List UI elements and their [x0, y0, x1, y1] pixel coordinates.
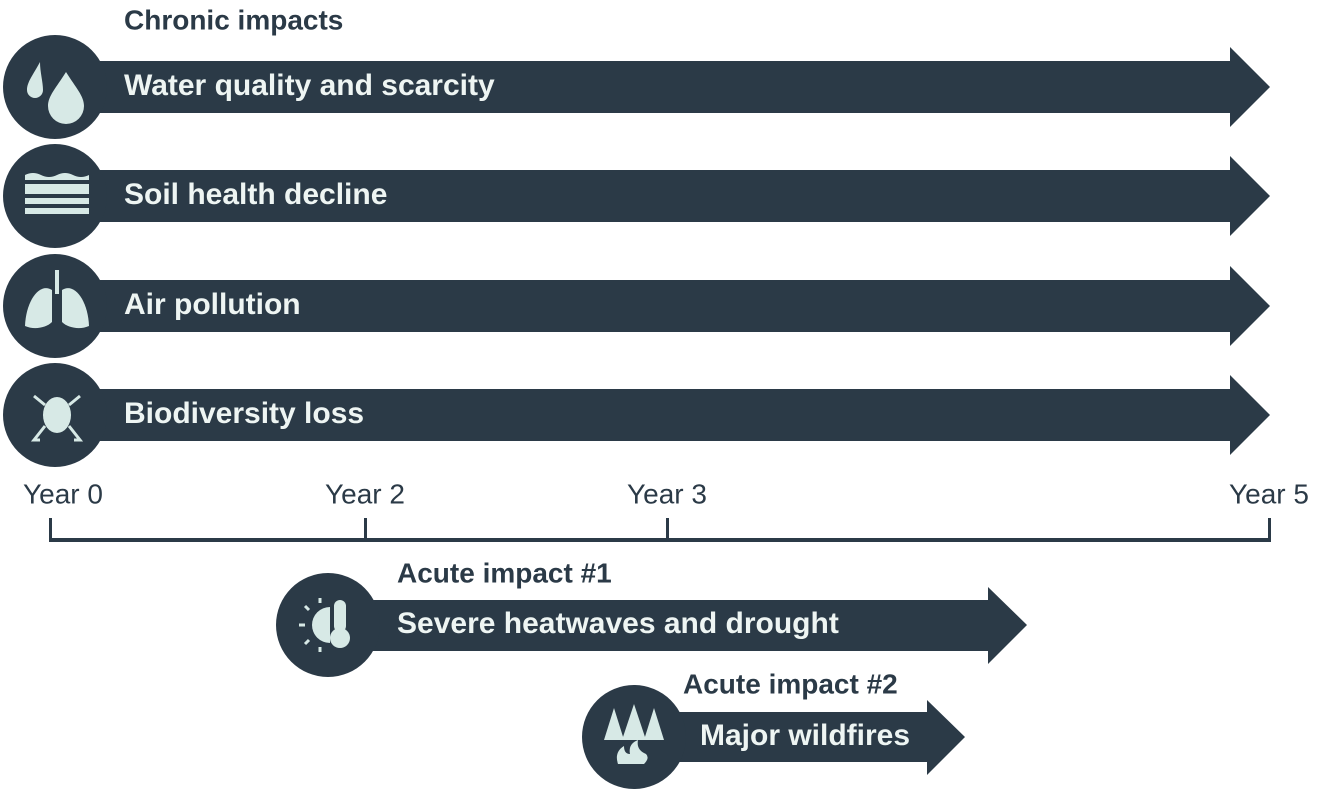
- timeline: Year 0 Year 2 Year 3 Year 5: [23, 478, 1309, 542]
- arrow: [50, 47, 1270, 127]
- arrow: [635, 700, 965, 775]
- section-title: Chronic impacts: [124, 4, 343, 35]
- acute-heading: Acute impact #2: [683, 668, 898, 699]
- chronic-row: Air pollution: [3, 254, 1270, 358]
- year-label: Year 3: [627, 478, 707, 509]
- wildfire-icon: [604, 704, 664, 764]
- water-icon: [27, 62, 84, 124]
- impact-label: Biodiversity loss: [124, 397, 364, 430]
- icon-circle: [3, 35, 107, 139]
- frog-icon: [30, 394, 84, 442]
- chronic-row: Soil health decline: [3, 144, 1270, 248]
- impact-label: Severe heatwaves and drought: [397, 607, 839, 640]
- chronic-row: Biodiversity loss: [3, 363, 1270, 467]
- impact-label: Water quality and scarcity: [124, 69, 495, 102]
- arrow: [50, 156, 1270, 236]
- heat-icon: [299, 598, 350, 652]
- arrow: [330, 587, 1027, 664]
- impact-label: Major wildfires: [700, 719, 910, 752]
- tick: [364, 518, 367, 540]
- year-label: Year 5: [1229, 478, 1309, 509]
- arrow: [50, 266, 1270, 346]
- axis-line: [49, 538, 1271, 542]
- soil-icon: [25, 173, 89, 214]
- lungs-icon: [25, 270, 89, 329]
- tick: [49, 518, 52, 540]
- acute-heading: Acute impact #1: [397, 557, 612, 588]
- year-label: Year 0: [23, 478, 103, 509]
- acute-row: Acute impact #1 Severe heatwaves and dro…: [276, 557, 1027, 677]
- tick: [1268, 518, 1271, 540]
- icon-circle: [3, 254, 107, 358]
- year-label: Year 2: [325, 478, 405, 509]
- tick: [666, 518, 669, 540]
- icon-circle: [3, 144, 107, 248]
- impact-label: Air pollution: [124, 288, 301, 321]
- chronic-row: Water quality and scarcity: [3, 35, 1270, 139]
- acute-row: Acute impact #2 Major wildfires: [582, 668, 965, 789]
- impact-label: Soil health decline: [124, 178, 387, 211]
- arrow: [50, 375, 1270, 455]
